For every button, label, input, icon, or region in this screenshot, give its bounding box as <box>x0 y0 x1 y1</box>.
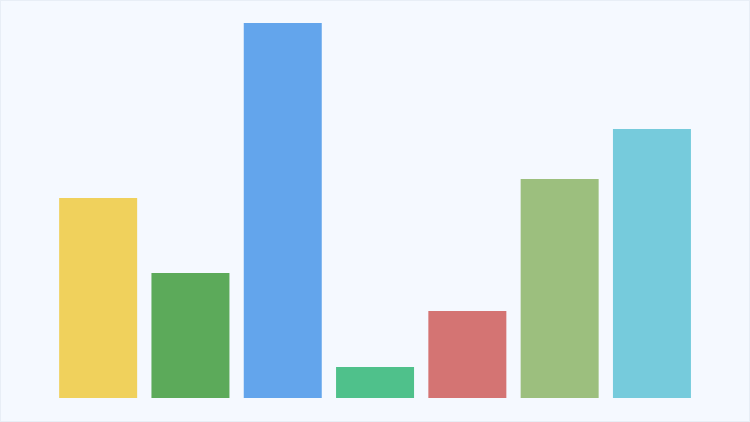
bar <box>151 273 230 398</box>
bar <box>612 129 691 398</box>
bar <box>336 367 415 398</box>
bar <box>520 179 599 398</box>
bar <box>243 23 322 398</box>
bar <box>428 311 507 398</box>
bar <box>59 198 138 398</box>
